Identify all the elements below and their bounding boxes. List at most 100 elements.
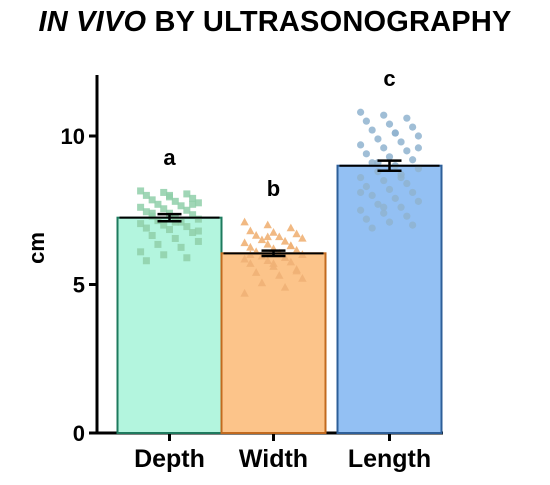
data-point <box>148 231 156 239</box>
data-point <box>154 200 162 208</box>
data-point <box>275 271 284 279</box>
data-point <box>137 248 145 256</box>
data-point <box>385 185 394 194</box>
data-point <box>257 235 267 244</box>
data-point <box>263 256 272 264</box>
data-point <box>380 176 388 185</box>
data-point <box>385 153 394 161</box>
data-point <box>403 212 411 220</box>
data-point <box>414 132 422 140</box>
data-point <box>362 117 370 125</box>
data-point <box>362 150 370 158</box>
data-point <box>380 209 388 217</box>
data-point <box>357 173 365 182</box>
significance-label: c <box>383 66 395 91</box>
data-point <box>257 278 267 287</box>
data-point <box>357 141 365 149</box>
chart-title-italic: IN VIVO <box>38 6 147 38</box>
data-point <box>292 229 301 238</box>
data-point <box>142 257 150 265</box>
data-point <box>189 229 197 237</box>
data-point <box>183 254 191 262</box>
data-point <box>160 205 168 213</box>
x-tick-label-depth: Depth <box>134 445 205 473</box>
significance-label: a <box>163 145 176 170</box>
data-point <box>391 194 399 202</box>
data-point <box>409 123 417 131</box>
data-point <box>148 196 156 204</box>
data-point <box>357 108 365 116</box>
data-point <box>177 243 185 251</box>
data-point <box>263 232 272 241</box>
data-point <box>246 259 255 267</box>
data-point <box>137 203 145 211</box>
chart-title-rest: BY ULTRASONOGRAPHY <box>146 6 512 38</box>
data-point <box>177 202 185 210</box>
data-point <box>397 138 405 146</box>
bar-width <box>220 252 327 434</box>
data-point <box>240 238 249 247</box>
data-point <box>166 226 173 234</box>
data-point <box>240 217 249 226</box>
data-point <box>385 120 394 128</box>
data-point <box>240 288 249 297</box>
data-point <box>263 239 272 248</box>
data-point <box>397 203 405 211</box>
data-point <box>269 228 278 236</box>
data-point <box>160 188 168 196</box>
data-point <box>362 182 370 191</box>
y-tick-label: 0 <box>73 421 85 446</box>
data-point <box>263 220 272 229</box>
data-point <box>246 242 255 251</box>
data-point <box>137 220 145 228</box>
data-point <box>183 223 191 231</box>
data-point <box>154 240 162 248</box>
data-point <box>166 191 173 199</box>
data-point <box>137 187 145 195</box>
data-point <box>246 226 255 235</box>
data-point <box>189 211 197 219</box>
bar-length <box>336 164 443 434</box>
data-point <box>403 147 411 155</box>
x-tick-label-length: Length <box>348 445 431 473</box>
data-point <box>292 266 301 275</box>
x-tick-label-width: Width <box>239 445 308 473</box>
data-point <box>189 200 197 208</box>
data-point <box>391 129 399 137</box>
data-point <box>414 165 422 173</box>
bars <box>116 164 443 434</box>
data-point <box>142 208 150 216</box>
data-point <box>368 126 376 134</box>
data-point <box>380 144 388 152</box>
data-point <box>286 257 296 266</box>
data-point <box>286 223 296 232</box>
data-point <box>368 159 376 167</box>
labels: 0 5 10 cm Depth a Width b Length c <box>24 66 431 473</box>
data-point <box>183 190 191 198</box>
y-axis-label: cm <box>24 232 49 264</box>
data-point <box>269 259 278 267</box>
data-point <box>403 179 411 188</box>
data-point <box>397 173 405 182</box>
bar-depth <box>116 216 223 434</box>
data-point <box>142 191 150 199</box>
data-point <box>194 237 202 245</box>
data-points <box>137 108 422 297</box>
data-point <box>374 135 382 143</box>
data-point <box>183 206 191 214</box>
data-point <box>362 215 370 223</box>
data-point <box>374 200 382 208</box>
data-point <box>298 233 307 242</box>
data-point <box>275 232 284 241</box>
data-point <box>368 191 376 199</box>
data-point <box>414 144 422 152</box>
data-point <box>380 111 388 119</box>
data-point <box>160 221 168 229</box>
data-point <box>160 251 168 259</box>
data-point <box>251 230 261 239</box>
data-point <box>240 254 249 263</box>
data-point <box>409 188 417 197</box>
error-bars <box>119 159 440 258</box>
data-point <box>385 218 394 226</box>
data-point <box>280 282 290 291</box>
